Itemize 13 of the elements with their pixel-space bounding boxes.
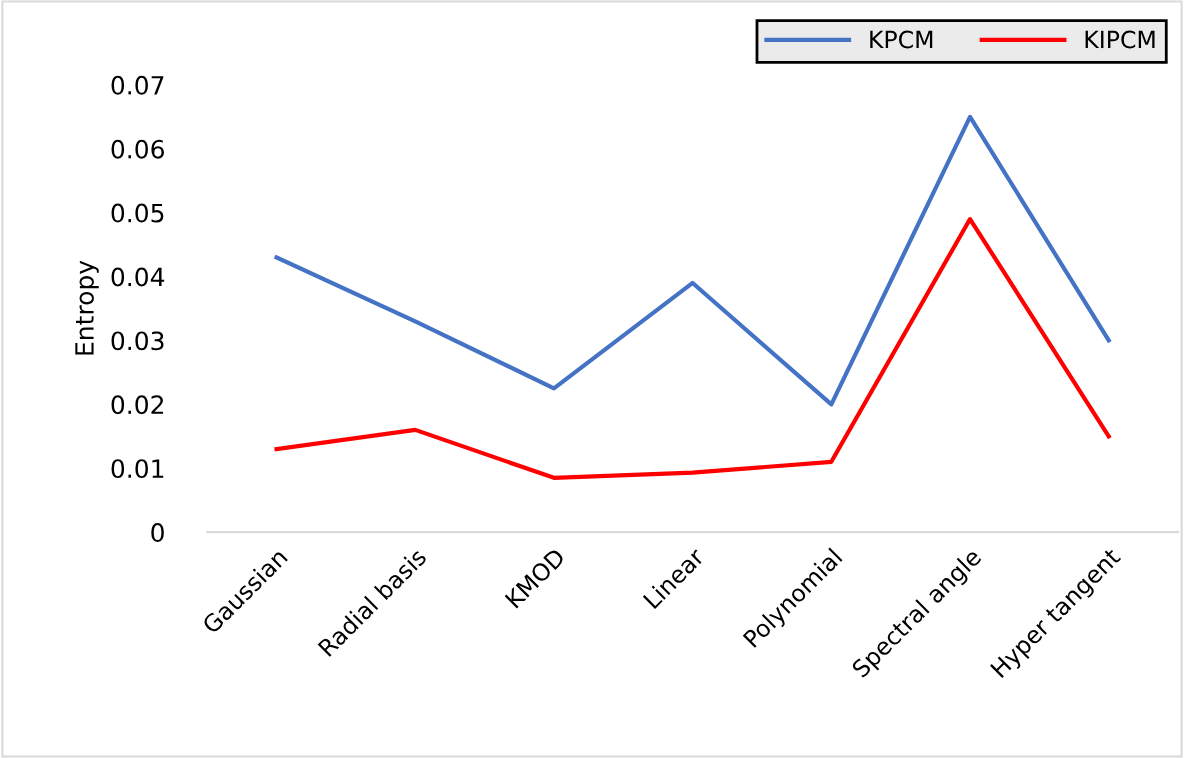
y-tick-label: 0.02: [111, 395, 164, 415]
line-series: [274, 216, 1111, 480]
y-tick-label: 0.07: [111, 75, 164, 95]
y-axis-title: Entropy: [75, 260, 99, 355]
legend-label: KIPCM: [1085, 30, 1155, 49]
y-tick-label: 0.04: [111, 267, 165, 287]
legend-label: KPCM: [870, 30, 933, 49]
y-tick-label: 0.05: [111, 203, 164, 223]
y-tick-label: 0.01: [111, 459, 164, 479]
y-tick-label: 0.06: [111, 139, 164, 159]
y-tick-label: 0.03: [111, 331, 164, 351]
y-tick-label: 0: [151, 523, 164, 542]
line-series: [274, 114, 1111, 407]
